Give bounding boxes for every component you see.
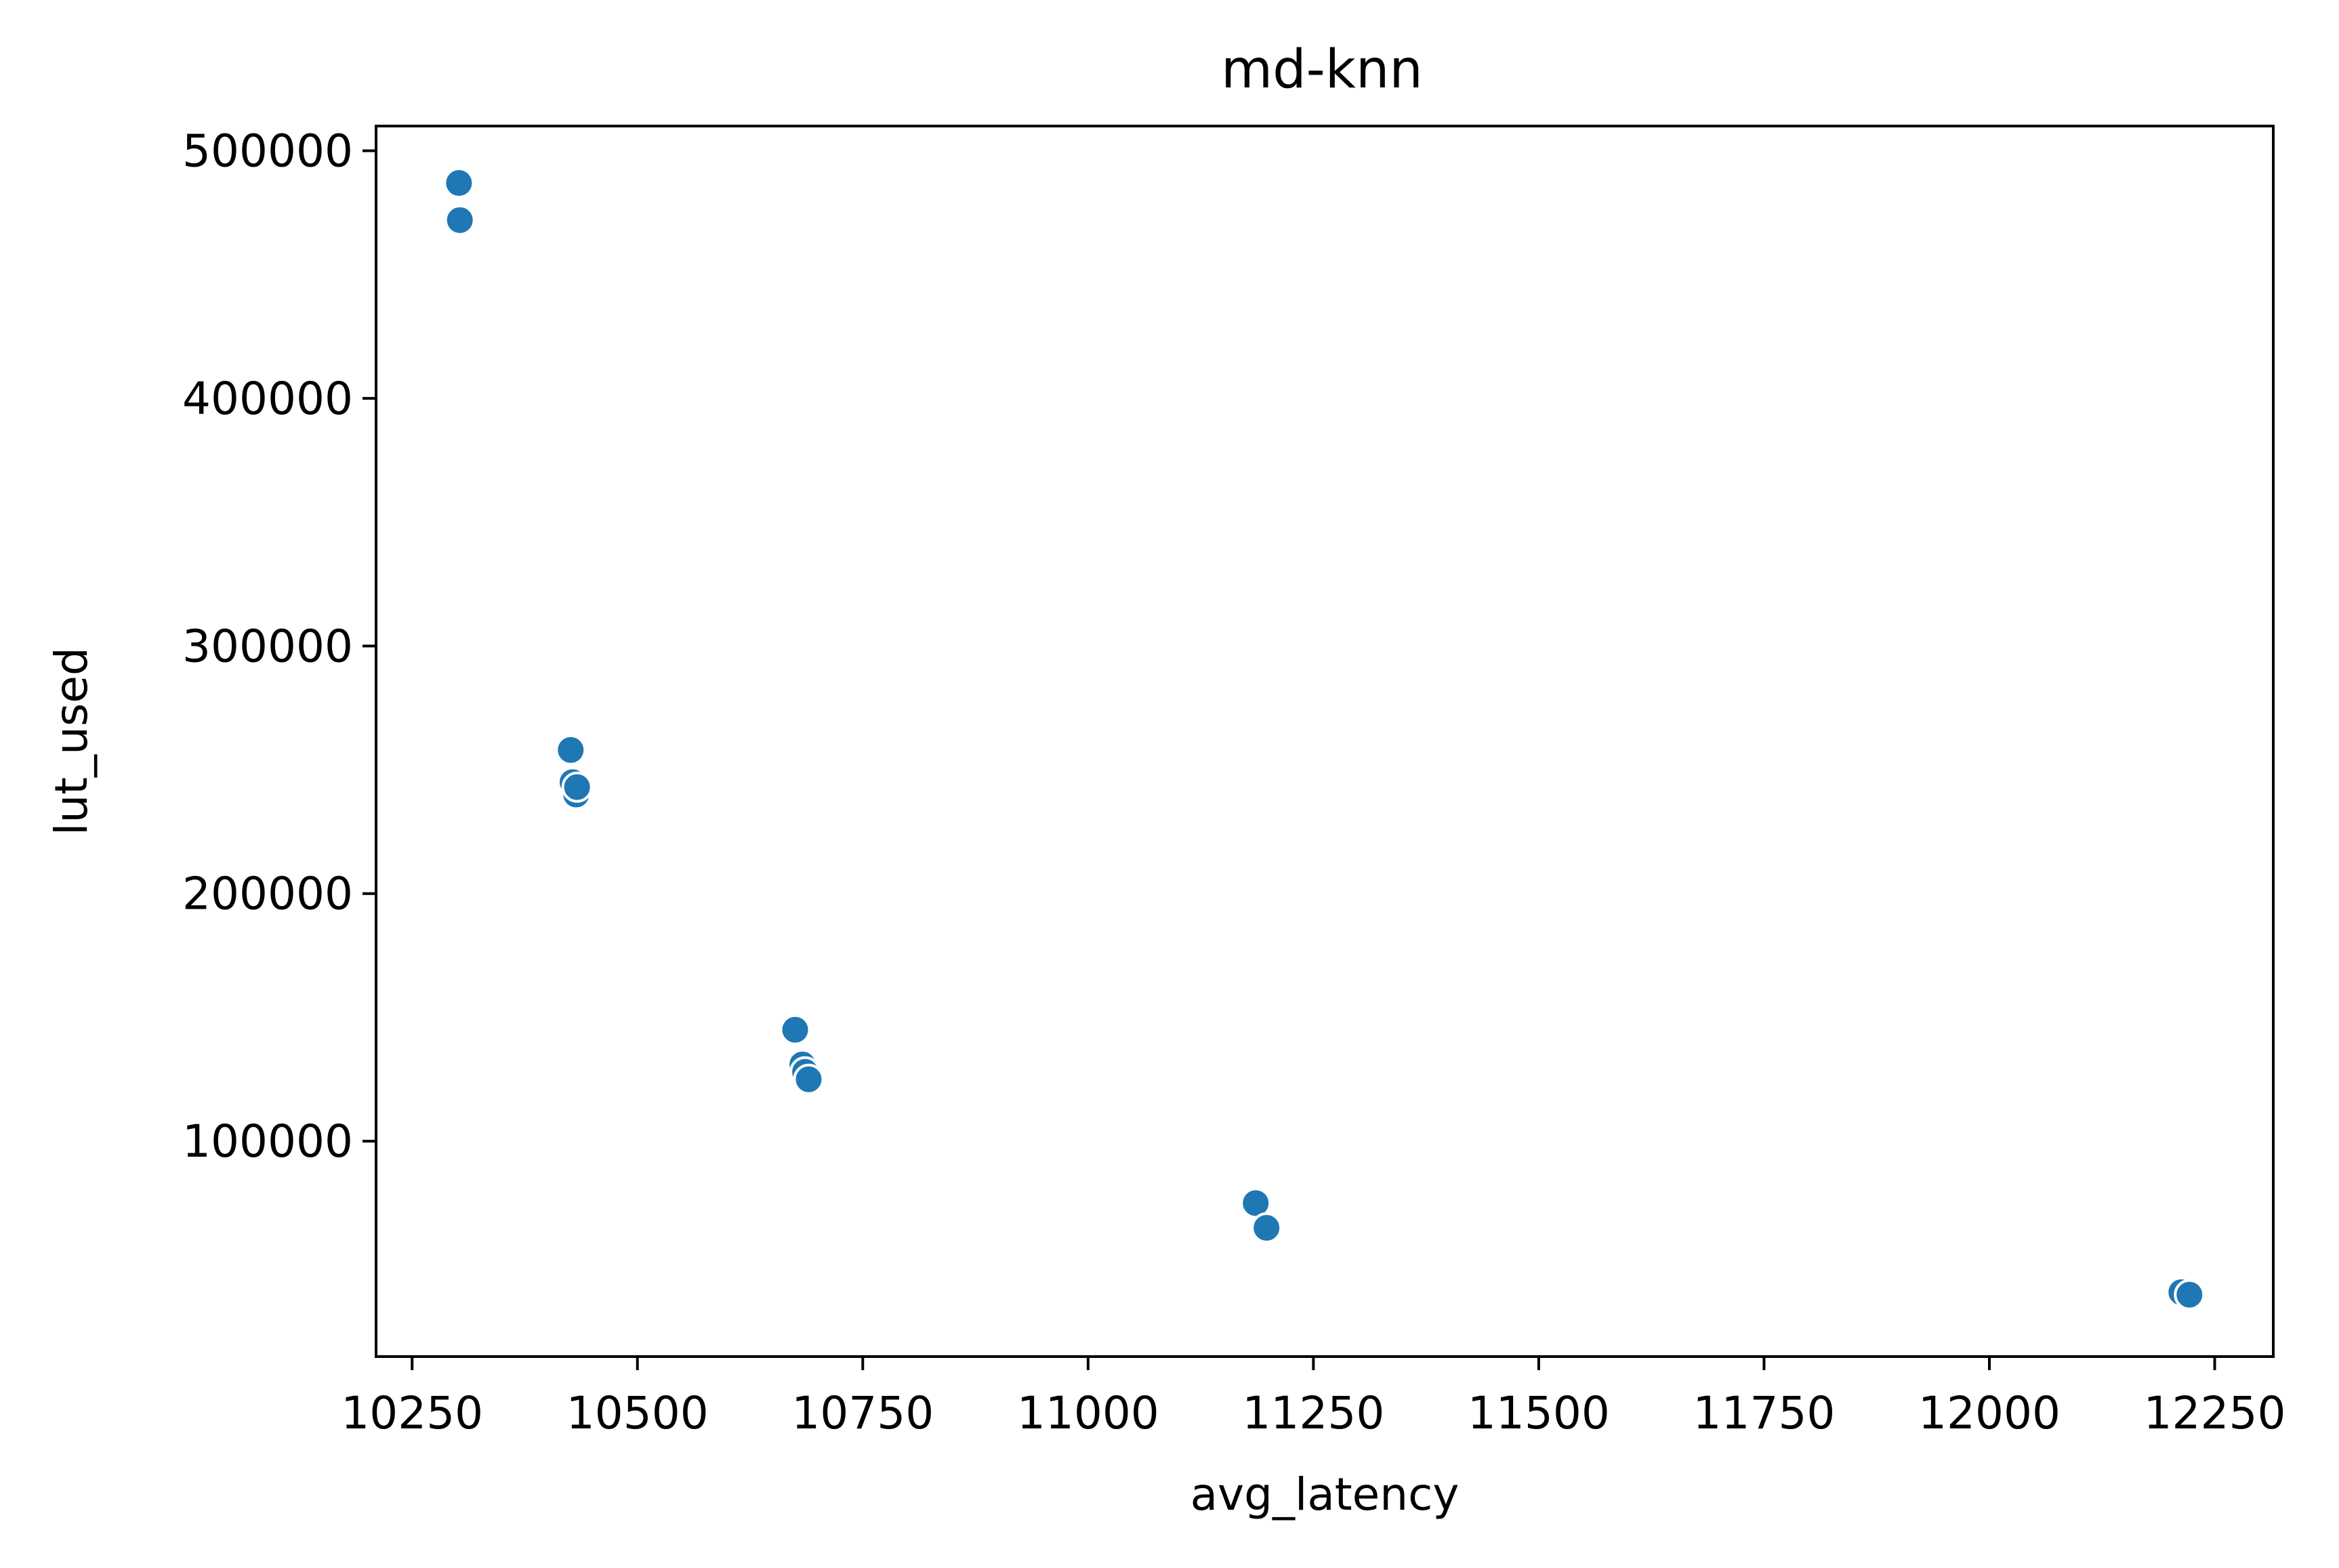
- y-axis-label: lut_used: [45, 647, 98, 835]
- y-tick-label: 300000: [182, 620, 353, 672]
- y-tick-label: 200000: [182, 868, 353, 920]
- data-point: [443, 167, 475, 199]
- x-axis-ticks: 10250 10500 10750 11000 11250 11500 11750 12000…: [341, 1357, 2286, 1439]
- y-tick-label: 400000: [182, 373, 353, 425]
- data-point: [793, 1063, 825, 1095]
- y-tick-label: 100000: [182, 1115, 353, 1168]
- x-tick-label: 11250: [1242, 1387, 1384, 1439]
- x-tick-label: 11000: [1017, 1387, 1159, 1439]
- x-tick-label: 12250: [2144, 1387, 2286, 1439]
- y-tick-label: 500000: [182, 125, 353, 178]
- x-tick-label: 11500: [1468, 1387, 1610, 1439]
- x-tick-label: 10750: [791, 1387, 934, 1439]
- data-point: [2174, 1279, 2206, 1311]
- plot-area-frame: [375, 125, 2275, 1358]
- y-axis-ticks: 100000 200000 300000 400000 500000: [182, 125, 376, 1168]
- data-point: [779, 1014, 811, 1046]
- chart-title: md-knn: [1221, 39, 1423, 100]
- x-tick-label: 10500: [566, 1387, 709, 1439]
- data-point: [555, 734, 587, 766]
- data-points: [443, 167, 2206, 1311]
- x-tick-label: 12000: [1918, 1387, 2061, 1439]
- x-tick-label: 11750: [1693, 1387, 1835, 1439]
- data-point: [444, 204, 476, 236]
- x-axis-label: avg_latency: [1191, 1468, 1460, 1521]
- x-tick-label: 10250: [341, 1387, 483, 1439]
- data-point: [561, 771, 593, 803]
- data-point: [1251, 1212, 1283, 1243]
